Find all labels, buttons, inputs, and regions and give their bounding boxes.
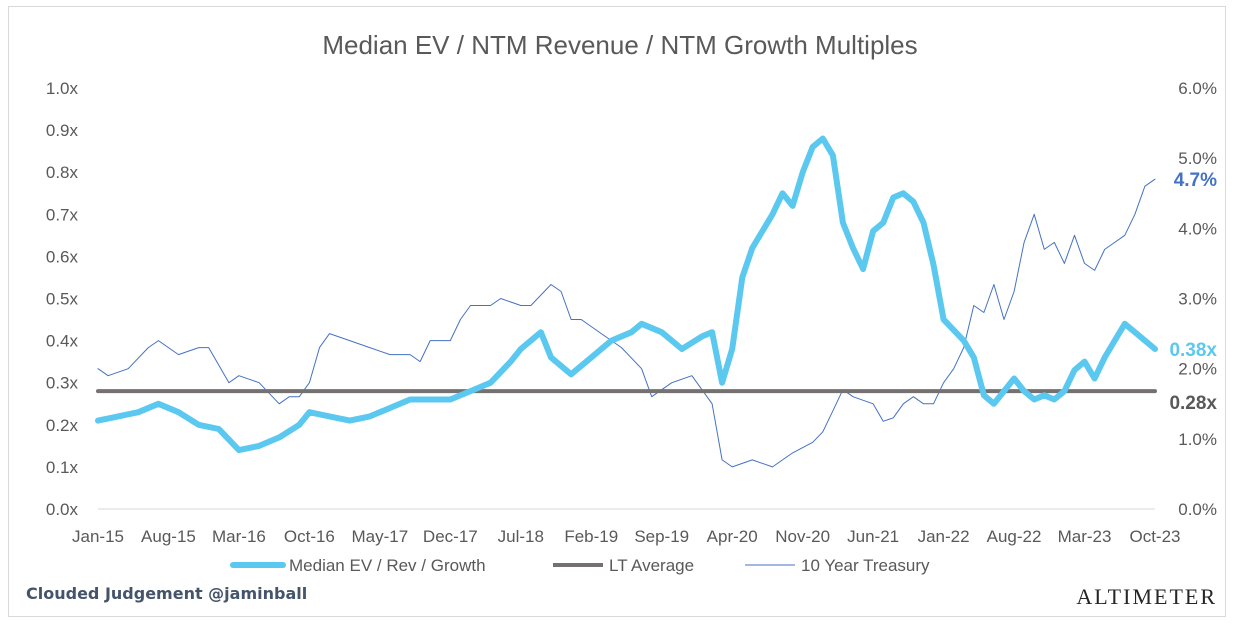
right-tick-label: 2.0% (1178, 360, 1217, 379)
x-tick-label: May-17 (352, 527, 409, 546)
series-layer (95, 135, 1158, 468)
x-tick-label: Jan-15 (72, 527, 124, 546)
right-tick-label: 0.0% (1178, 500, 1217, 519)
x-tick-label: Aug-22 (987, 527, 1042, 546)
end-value-label: 0.38x (1169, 340, 1217, 361)
attribution-text: Clouded Judgement @jaminball (26, 584, 308, 603)
left-tick-label: 1.0x (46, 79, 79, 98)
end-labels: 0.38x 0.28x 4.7% (1169, 170, 1217, 414)
x-axis-ticks: Jan-15 Aug-15 Mar-16 Oct-16 May-17 Dec-17 Jul-… (72, 527, 1181, 546)
series-line-10-year-treasury (97, 178, 1156, 468)
series-line-median-ev-rev-growth (95, 135, 1158, 454)
left-tick-label: 0.8x (46, 163, 79, 182)
left-tick-label: 0.4x (46, 332, 79, 351)
x-tick-label: Dec-17 (423, 527, 478, 546)
x-tick-label: Oct-16 (284, 527, 335, 546)
legend-label: LT Average (609, 556, 694, 575)
legend-label: Median EV / Rev / Growth (289, 556, 486, 575)
end-value-label: 4.7% (1174, 170, 1217, 191)
right-tick-label: 4.0% (1178, 219, 1217, 238)
brand-logo-text: ALTIMETER (1076, 584, 1217, 609)
x-tick-label: Nov-20 (775, 527, 830, 546)
x-tick-label: Oct-23 (1129, 527, 1180, 546)
right-tick-label: 1.0% (1178, 430, 1217, 449)
x-tick-label: Jan-22 (918, 527, 970, 546)
left-axis-ticks: 0.0x 0.1x 0.2x 0.3x 0.4x 0.5x 0.6x 0.7x 0.8x 0.9x… (46, 79, 79, 519)
x-tick-label: Apr-20 (707, 527, 758, 546)
legend: Median EV / Rev / Growth LT Average 10 Yea… (230, 556, 930, 575)
x-tick-label: Jun-21 (847, 527, 899, 546)
legend-label: 10 Year Treasury (801, 556, 930, 575)
x-tick-label: Jul-18 (498, 527, 544, 546)
left-tick-label: 0.1x (46, 458, 79, 477)
right-axis-ticks: 0.0% 1.0% 2.0% 3.0% 4.0% 5.0% 6.0% (1178, 79, 1217, 519)
right-tick-label: 6.0% (1178, 79, 1217, 98)
left-tick-label: 0.2x (46, 416, 79, 435)
end-value-label: 0.28x (1169, 393, 1217, 414)
x-tick-label: Mar-23 (1058, 527, 1112, 546)
right-tick-label: 5.0% (1178, 149, 1217, 168)
x-tick-label: Mar-16 (212, 527, 266, 546)
left-tick-label: 0.6x (46, 247, 79, 266)
x-tick-label: Aug-15 (141, 527, 196, 546)
chart-title: Median EV / NTM Revenue / NTM Growth Mul… (322, 30, 917, 60)
x-tick-label: Feb-19 (564, 527, 618, 546)
left-tick-label: 0.5x (46, 290, 79, 309)
left-tick-label: 0.7x (46, 205, 79, 224)
left-tick-label: 0.3x (46, 374, 79, 393)
x-tick-label: Sep-19 (634, 527, 689, 546)
right-tick-label: 3.0% (1178, 290, 1217, 309)
left-tick-label: 0.0x (46, 500, 79, 519)
chart-frame (8, 6, 1226, 617)
left-tick-label: 0.9x (46, 121, 79, 140)
